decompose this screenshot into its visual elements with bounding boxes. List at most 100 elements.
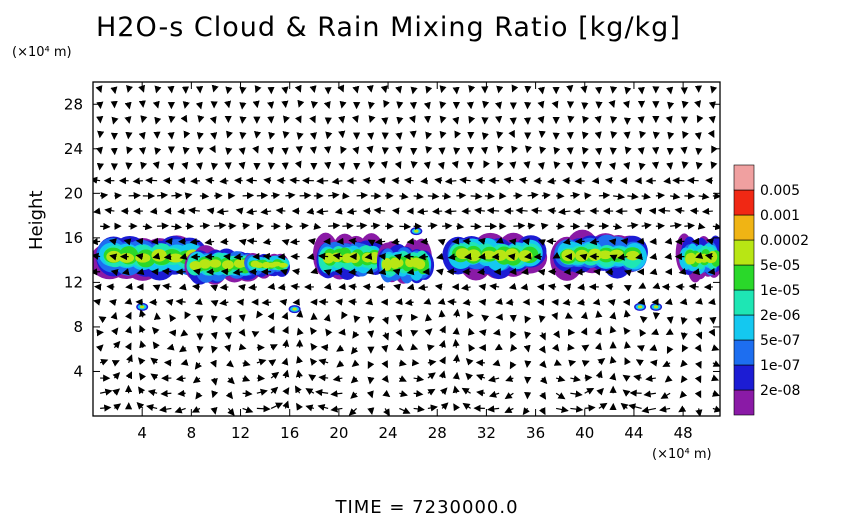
wind-vector: [136, 402, 145, 410]
wind-vector: [623, 269, 632, 277]
wind-vector: [537, 86, 545, 95]
x-tick-label: 48: [674, 424, 693, 442]
wind-vector: [623, 161, 631, 170]
wind-vector: [605, 283, 614, 291]
wind-vector: [138, 84, 145, 93]
wind-vector: [639, 315, 648, 324]
colorbar-label: 0.0002: [760, 233, 809, 249]
wind-vector: [711, 374, 720, 382]
cloud-contour: [492, 249, 508, 261]
y-tick-label: 16: [64, 229, 83, 247]
cloud-contour: [209, 259, 222, 268]
wind-vector: [282, 326, 289, 335]
wind-vector: [552, 330, 560, 339]
wind-vector: [299, 192, 312, 200]
wind-vector: [270, 402, 284, 410]
wind-vector: [308, 374, 317, 382]
wind-vector: [439, 387, 448, 396]
wind-vector: [439, 356, 446, 365]
wind-vector: [224, 315, 232, 324]
wind-vector: [323, 101, 331, 109]
wind-vector: [698, 192, 710, 200]
wind-vector: [138, 147, 146, 155]
wind-vector: [434, 177, 443, 185]
wind-vector: [396, 343, 405, 351]
wind-vector: [210, 299, 219, 307]
wind-vector: [367, 360, 375, 370]
wind-vector: [510, 343, 518, 352]
wind-vector: [111, 116, 119, 125]
wind-vector: [383, 408, 390, 416]
wind-vector: [694, 375, 702, 384]
wind-vector: [679, 390, 688, 399]
wind-vector: [95, 85, 103, 94]
wind-vector: [427, 192, 440, 200]
x-tick-label: 44: [624, 424, 643, 442]
wind-vector: [461, 387, 471, 395]
wind-vector: [468, 84, 476, 93]
wind-vector: [637, 298, 646, 306]
wind-vector: [488, 390, 500, 398]
wind-vector: [641, 406, 656, 414]
wind-vector: [125, 325, 133, 334]
wind-vector: [180, 114, 188, 123]
wind-vector: [210, 377, 218, 386]
wind-vector: [609, 311, 617, 320]
wind-vector: [152, 252, 161, 260]
wind-vector: [190, 177, 200, 185]
wind-vector: [556, 405, 569, 414]
wind-vector: [381, 344, 389, 353]
wind-vector: [558, 208, 571, 216]
wind-vector: [182, 146, 190, 155]
wind-vector: [157, 191, 169, 200]
wind-vector: [475, 176, 485, 185]
wind-vector: [636, 345, 645, 352]
wind-vector: [211, 390, 219, 399]
x-tick-label: 16: [280, 424, 299, 442]
wind-vector: [238, 343, 247, 351]
wind-vector: [540, 222, 549, 230]
wind-vector: [657, 207, 671, 215]
wind-vector: [309, 85, 317, 94]
wind-vector: [511, 84, 519, 93]
wind-vector: [539, 146, 547, 155]
wind-vector: [678, 405, 687, 413]
wind-vector: [366, 267, 374, 275]
x-tick-label: 8: [187, 424, 197, 442]
wind-vector: [510, 330, 517, 339]
wind-vector: [444, 207, 457, 215]
wind-vector: [681, 344, 689, 353]
wind-vector: [708, 101, 716, 110]
wind-vector: [495, 297, 503, 306]
x-tick-label: 4: [137, 424, 147, 442]
wind-vector: [318, 374, 329, 382]
wind-vector: [110, 269, 119, 277]
wind-vector: [584, 404, 596, 412]
wind-vector: [140, 161, 148, 170]
wind-vector: [219, 177, 229, 185]
wind-vector: [232, 268, 243, 276]
wind-vector: [399, 192, 409, 200]
x-tick-label: 36: [526, 424, 545, 442]
wind-vector: [547, 283, 557, 291]
wind-vector: [150, 373, 159, 381]
wind-vector: [596, 387, 604, 396]
wind-vector: [649, 344, 658, 352]
wind-vector: [350, 391, 359, 399]
wind-vector: [331, 177, 343, 185]
wind-vector: [242, 222, 251, 230]
wind-vector: [248, 283, 257, 291]
wind-vector: [495, 236, 504, 244]
wind-vector: [504, 392, 514, 400]
wind-vector: [623, 326, 631, 335]
wind-vector: [336, 344, 345, 352]
wind-vector: [224, 332, 232, 340]
wind-vector: [680, 316, 688, 325]
wind-vector: [194, 298, 203, 305]
wind-vector: [112, 372, 121, 380]
wind-vector: [707, 267, 716, 276]
wind-vector: [678, 267, 687, 276]
wind-vector: [337, 84, 345, 93]
wind-vector: [125, 371, 133, 380]
wind-vector: [196, 131, 204, 140]
